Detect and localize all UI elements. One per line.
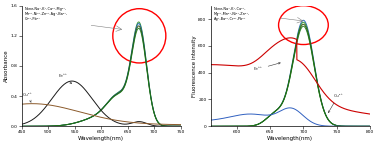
Text: None,Na⁺,K⁺,Ca²⁺,Mg²⁺,
Mn²⁺,Ni²⁺,Zn²⁺,Ag⁺,Ba²⁺,
Cr³⁺,Pb²⁺: None,Na⁺,K⁺,Ca²⁺,Mg²⁺, Mn²⁺,Ni²⁺,Zn²⁺,Ag… xyxy=(25,7,68,21)
Text: Cu²⁺: Cu²⁺ xyxy=(328,94,343,113)
Y-axis label: Absorbance: Absorbance xyxy=(4,50,9,82)
X-axis label: Wavelength(nm): Wavelength(nm) xyxy=(267,136,313,141)
Text: None,Na⁺,K⁺,Ca²⁺,
Mg²⁺,Mn²⁺,Ni²⁺,Zn²⁺,
Ag⁺,Ba²⁺,Cr³⁺,Pb²⁺: None,Na⁺,K⁺,Ca²⁺, Mg²⁺,Mn²⁺,Ni²⁺,Zn²⁺, A… xyxy=(214,7,250,21)
Text: Fe³⁺: Fe³⁺ xyxy=(59,74,71,84)
X-axis label: Wavelength(nm): Wavelength(nm) xyxy=(78,136,124,141)
Text: Cu²⁺: Cu²⁺ xyxy=(23,93,33,103)
Y-axis label: Fluorescence intensity: Fluorescence intensity xyxy=(192,35,197,97)
Text: Fe³⁺: Fe³⁺ xyxy=(254,62,280,71)
